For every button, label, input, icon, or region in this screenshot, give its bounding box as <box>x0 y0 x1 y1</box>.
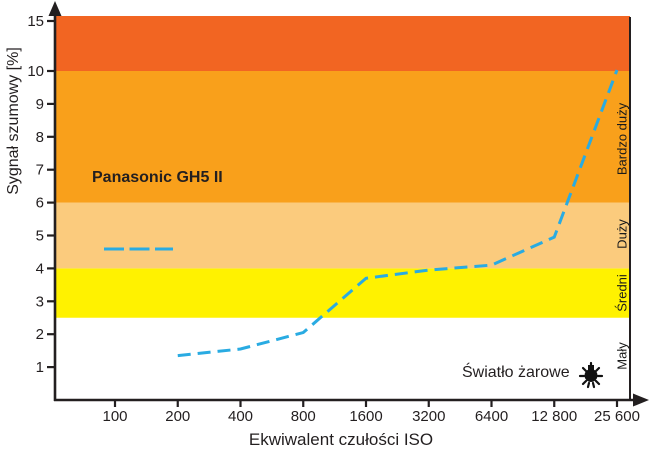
y-tick-label: 9 <box>36 96 44 113</box>
band-2 <box>56 202 630 269</box>
band-label-maly: Mały <box>614 342 630 370</box>
band-label-sredni: Średni <box>614 274 630 312</box>
annotation-text: Światło żarowe <box>462 364 570 381</box>
band-0 <box>56 317 630 400</box>
y-axis-arrow <box>48 1 62 16</box>
y-tick-label: 8 <box>36 129 44 146</box>
y-tick-label: 1 <box>36 359 44 376</box>
y-tick-label: 15 <box>27 13 44 30</box>
band-3 <box>56 71 630 203</box>
x-tick-label: 25 600 <box>594 408 640 425</box>
y-tick-label: 3 <box>36 293 44 310</box>
y-tick-label: 7 <box>36 162 44 179</box>
band-4 <box>56 16 630 71</box>
incandescent-light-icon <box>578 361 604 389</box>
x-axis-title: Ekwiwalent czułości ISO <box>248 430 434 449</box>
y-tick-label: 5 <box>36 228 44 245</box>
x-tick-label: 800 <box>291 408 316 425</box>
x-tick-label: 12 800 <box>531 408 577 425</box>
x-tick-label: 1600 <box>349 408 382 425</box>
legend-label: Panasonic GH5 II <box>92 169 223 186</box>
band-label-bardzo-duzy: Bardzo duży <box>614 102 630 176</box>
series-line <box>177 69 619 358</box>
y-axis-title: Sygnał szumowy [%] <box>5 47 22 195</box>
x-tick-label: 200 <box>165 408 190 425</box>
band-1 <box>56 268 630 318</box>
band-label-duzy: Duży <box>614 219 630 249</box>
y-tick-label: 10 <box>27 63 44 80</box>
x-tick-label: 3200 <box>412 408 445 425</box>
y-tick-label: 4 <box>36 260 44 277</box>
x-tick-label: 400 <box>228 408 253 425</box>
x-tick-label: 6400 <box>475 408 508 425</box>
x-tick-label: 100 <box>102 408 127 425</box>
y-tick-label: 2 <box>36 326 44 343</box>
y-tick-label: 6 <box>36 195 44 212</box>
x-axis-arrow <box>633 393 649 407</box>
